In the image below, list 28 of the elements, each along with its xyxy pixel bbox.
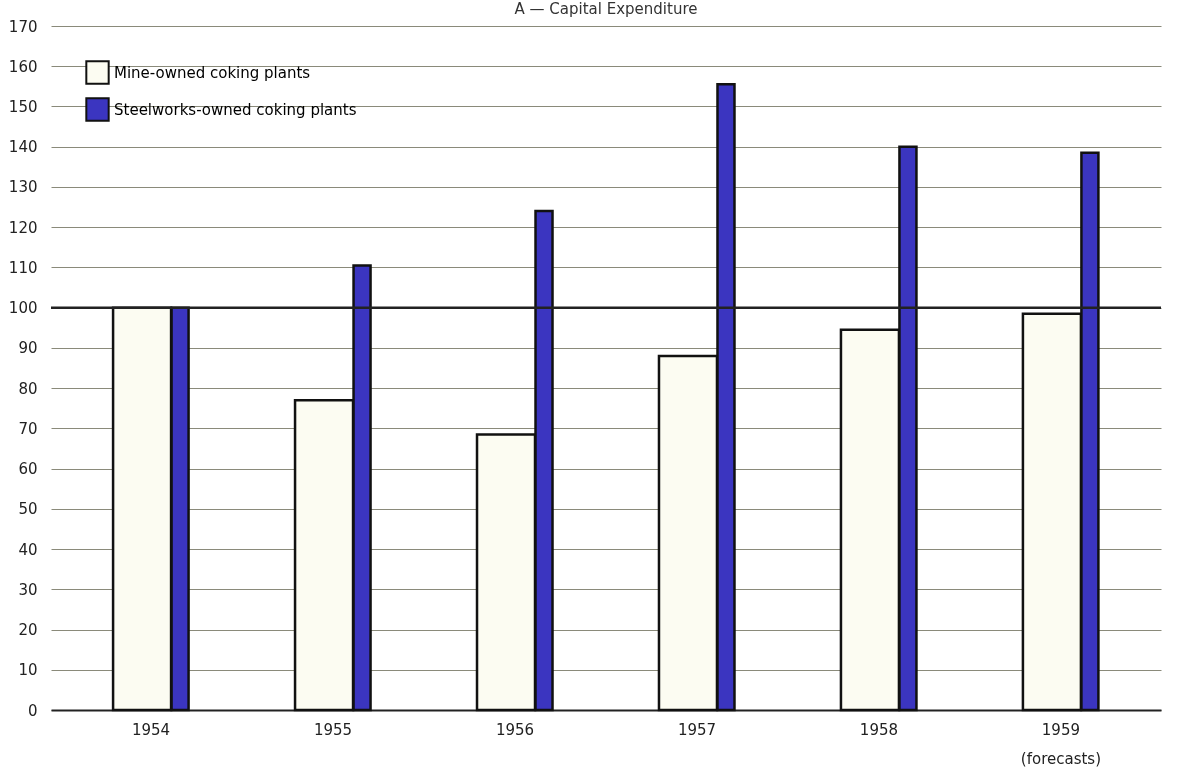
y-tick-label: 160 — [8, 57, 38, 76]
x-tick-label: 1957 — [677, 720, 717, 739]
x-tick-label: 1958 — [859, 720, 899, 739]
y-tick-label: 80 — [18, 379, 38, 398]
x-tick-label: 1954 — [131, 720, 171, 739]
y-tick-label: 170 — [8, 17, 38, 36]
chart-title: A — Capital Expenditure — [514, 0, 698, 18]
y-tick-label: 10 — [18, 661, 38, 680]
x-tick-label: 1956 — [495, 720, 535, 739]
y-tick-label: 120 — [8, 218, 38, 237]
y-tick-label: 0 — [27, 701, 38, 720]
legend-label: Steelworks-owned coking plants — [114, 100, 357, 119]
y-tick-label: 20 — [18, 621, 38, 640]
text: (forecasts) — [1020, 750, 1102, 768]
y-tick-label: 40 — [18, 540, 38, 559]
y-tick-label: 90 — [18, 339, 38, 358]
y-tick-label: 110 — [8, 258, 38, 277]
x-tick-label: 1955 — [313, 720, 353, 739]
y-tick-label: 70 — [18, 419, 38, 438]
y-tick-label: 100 — [8, 299, 38, 318]
legend-label: Mine-owned coking plants — [114, 63, 311, 82]
y-tick-label: 150 — [8, 97, 38, 116]
y-tick-label: 140 — [8, 138, 38, 157]
y-tick-label: 60 — [18, 460, 38, 479]
y-tick-label: 130 — [8, 178, 38, 197]
x-tick-label: 1959 — [1041, 720, 1081, 739]
y-tick-label: 30 — [18, 580, 38, 599]
y-tick-label: 50 — [18, 500, 38, 519]
